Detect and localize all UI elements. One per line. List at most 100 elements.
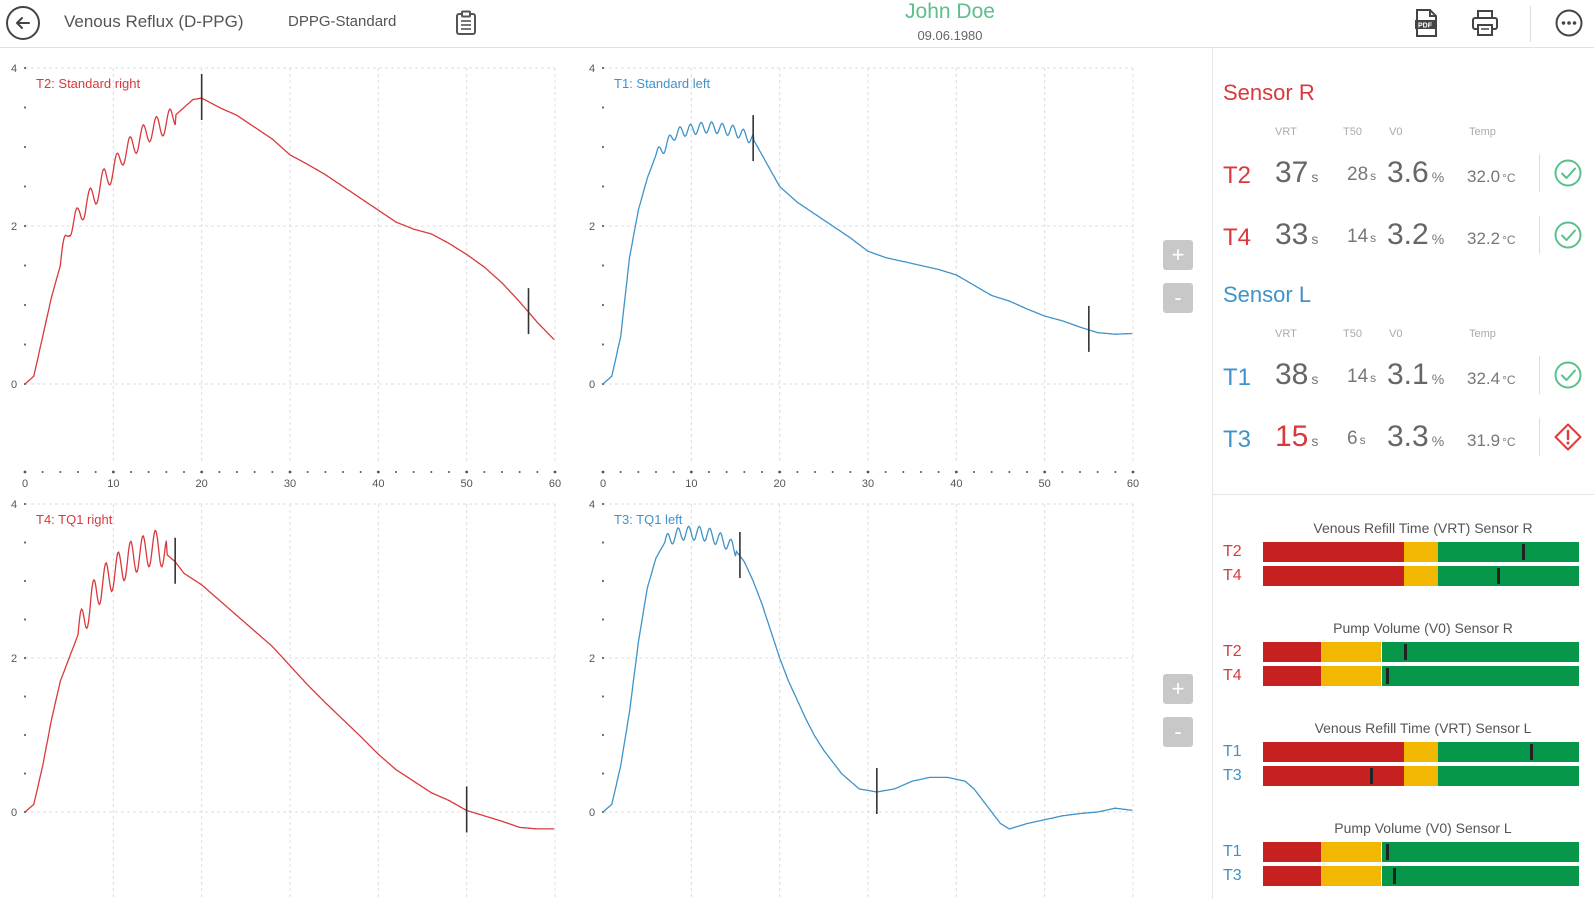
- protocol-notes-button[interactable]: [454, 10, 478, 36]
- print-button[interactable]: [1470, 8, 1502, 38]
- y-minor-tick: [23, 502, 27, 506]
- x-tick-label: 0: [600, 478, 606, 490]
- y-minor-tick: [23, 66, 27, 70]
- col-head-vrt: VRT: [1275, 126, 1297, 138]
- zoom-out-bottom-button[interactable]: -: [1163, 717, 1193, 747]
- x-minor-tick: [23, 470, 27, 474]
- y-minor-tick: [23, 106, 27, 109]
- x-minor-tick: [448, 471, 450, 473]
- x-minor-tick: [796, 471, 799, 473]
- range-bar: [1263, 742, 1579, 762]
- row-test-name: T4: [1223, 224, 1252, 251]
- x-minor-tick: [849, 471, 852, 473]
- y-tick-label: 4: [589, 63, 595, 75]
- y-minor-tick: [23, 656, 27, 660]
- y-minor-tick: [601, 106, 605, 109]
- y-minor-tick: [601, 656, 605, 660]
- x-minor-tick: [831, 471, 834, 473]
- x-minor-tick: [689, 470, 693, 474]
- pdf-button[interactable]: PDF: [1412, 8, 1444, 38]
- y-minor-tick: [23, 772, 27, 775]
- x-minor-tick: [553, 470, 557, 474]
- col-head-vrt: VRT: [1275, 328, 1297, 340]
- x-minor-tick: [990, 471, 993, 473]
- y-minor-tick: [23, 224, 27, 228]
- bar-row-label: T1: [1223, 743, 1242, 760]
- chart-t4-tq1-right[interactable]: 4 2 0 T4: TQ1 right: [0, 490, 580, 899]
- x-minor-tick: [359, 471, 362, 473]
- x-minor-tick: [412, 471, 415, 473]
- value-marker: [1530, 744, 1534, 760]
- x-minor-tick: [536, 471, 539, 473]
- range-green: [1381, 666, 1579, 686]
- y-minor-tick: [23, 695, 27, 698]
- y-minor-tick: [601, 224, 605, 228]
- v0-value: 3.1%: [1387, 358, 1445, 391]
- x-minor-tick: [1114, 471, 1117, 473]
- more-icon: [1555, 9, 1583, 37]
- vrt-value: 33 s: [1275, 218, 1319, 251]
- x-minor-tick: [619, 471, 622, 473]
- range-green: [1438, 566, 1579, 586]
- range-yellow: [1321, 842, 1382, 862]
- x-minor-tick: [601, 470, 605, 474]
- v0-value: 3.2%: [1387, 218, 1445, 251]
- value-marker: [1392, 868, 1396, 884]
- sensor-r-title: Sensor R: [1223, 80, 1315, 105]
- zoom-out-top-button[interactable]: -: [1163, 283, 1193, 313]
- warning-diamond-icon: [1554, 423, 1582, 451]
- x-minor-tick: [77, 471, 79, 473]
- y-tick-label: 0: [589, 807, 595, 819]
- v0-value: 3.6%: [1387, 156, 1445, 189]
- range-yellow: [1321, 666, 1382, 686]
- more-button[interactable]: [1554, 8, 1586, 38]
- y-minor-tick: [23, 733, 27, 737]
- result-row-t2[interactable]: T2 37 s 28 s 3.6% 32.0 °C: [1213, 150, 1594, 200]
- row-separator: [1539, 216, 1540, 254]
- top-header: Venous Reflux (D-PPG) DPPG-Standard John…: [0, 0, 1594, 48]
- y-minor-tick: [601, 541, 605, 544]
- x-minor-tick: [200, 470, 204, 474]
- bar-group-title: Pump Volume (V0) Sensor R: [1333, 620, 1513, 636]
- x-minor-tick: [937, 471, 940, 473]
- y-minor-tick: [23, 145, 27, 149]
- range-bar: [1263, 842, 1579, 862]
- bar-row-label: T3: [1223, 867, 1242, 884]
- zoom-in-bottom-button[interactable]: +: [1163, 674, 1193, 704]
- result-row-t1[interactable]: T1 38 s 14 s 3.1% 32.4 °C: [1213, 352, 1594, 402]
- temp-value: 32.2 °C: [1467, 229, 1516, 248]
- patient-name: John Doe: [905, 0, 995, 23]
- range-red: [1263, 766, 1404, 786]
- x-minor-tick: [253, 471, 256, 473]
- y-minor-tick: [23, 541, 27, 544]
- y-tick-label: 2: [11, 221, 17, 233]
- x-minor-tick: [814, 471, 816, 473]
- back-arrow-icon: [16, 17, 30, 29]
- zoom-in-top-button[interactable]: +: [1163, 240, 1193, 270]
- back-button[interactable]: [6, 6, 40, 40]
- x-minor-tick: [218, 471, 221, 473]
- col-head-temp: Temp: [1469, 328, 1496, 340]
- chart-label: T3: TQ1 left: [614, 512, 683, 527]
- x-minor-tick: [1131, 470, 1135, 474]
- y-minor-tick: [601, 579, 605, 583]
- y-tick-label: 4: [589, 499, 595, 511]
- bar-row-label: T2: [1223, 643, 1242, 660]
- range-red: [1263, 742, 1404, 762]
- sensor-l-title: Sensor L: [1223, 282, 1312, 307]
- x-tick-label: 20: [196, 478, 208, 490]
- check-circle-icon: [1554, 221, 1582, 249]
- y-minor-tick: [23, 343, 27, 346]
- result-row-t4[interactable]: T4 33 s 14 s 3.2% 32.2 °C: [1213, 212, 1594, 262]
- page-title: Venous Reflux (D-PPG): [64, 12, 244, 31]
- vrt-value-alert: 15 s: [1275, 420, 1319, 453]
- y-tick-label: 2: [11, 653, 17, 665]
- x-tick-label: 40: [950, 478, 962, 490]
- x-minor-tick: [111, 470, 115, 474]
- x-minor-tick: [637, 471, 640, 473]
- row-separator: [1539, 356, 1540, 394]
- chart-t3-tq1-left[interactable]: 4 2 0 T3: TQ1 left: [578, 490, 1158, 899]
